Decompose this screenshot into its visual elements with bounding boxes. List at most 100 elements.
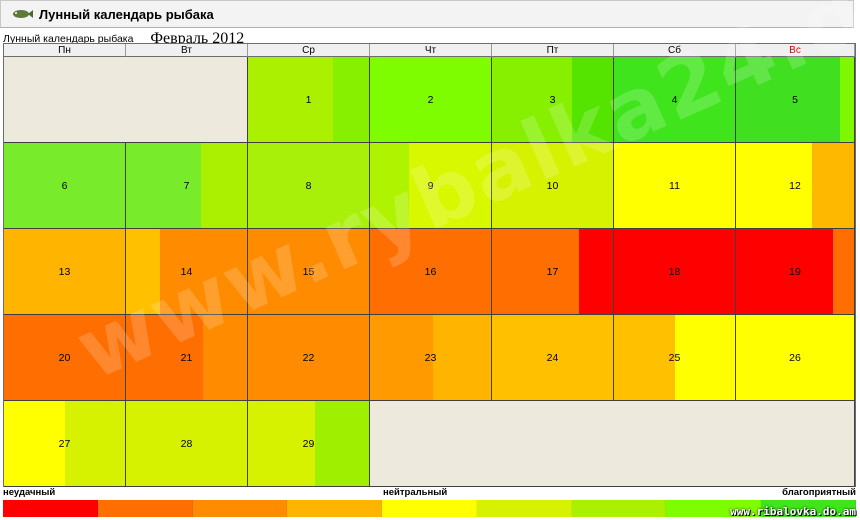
- month-title: Февраль 2012: [150, 30, 245, 47]
- day-color-left: [614, 57, 735, 142]
- day-color-left: [4, 401, 65, 486]
- weekday-header: Сб: [614, 44, 736, 57]
- weekday-header: Пт: [492, 44, 614, 57]
- day-cell[interactable]: 20: [4, 315, 126, 401]
- day-color-left: [736, 143, 812, 228]
- day-color-right: [201, 143, 247, 228]
- day-color-right: [571, 57, 613, 142]
- day-number: 7: [183, 179, 190, 192]
- legend-swatch: [476, 500, 572, 517]
- day-color-left: [4, 315, 125, 400]
- day-cell[interactable]: 12: [736, 143, 855, 229]
- day-number: 29: [302, 437, 315, 450]
- day-number: 18: [668, 265, 681, 278]
- day-number: 3: [549, 93, 556, 106]
- legend-swatch: [287, 500, 383, 517]
- day-cell[interactable]: 15: [248, 229, 370, 315]
- day-number: 22: [302, 351, 315, 364]
- day-number: 4: [671, 93, 678, 106]
- day-color-left: [614, 229, 735, 314]
- day-color-left: [370, 143, 409, 228]
- day-number: 8: [305, 179, 312, 192]
- day-cell[interactable]: 21: [126, 315, 248, 401]
- day-cell[interactable]: 7: [126, 143, 248, 229]
- day-color-left: [126, 229, 160, 314]
- day-cell[interactable]: 27: [4, 401, 126, 487]
- weekday-header: Вс: [736, 44, 855, 57]
- day-color-right: [314, 401, 369, 486]
- weekday-header: Ср: [248, 44, 370, 57]
- day-color-left: [126, 143, 202, 228]
- day-cell[interactable]: 6: [4, 143, 126, 229]
- day-number: 27: [58, 437, 71, 450]
- day-color-left: [4, 229, 125, 314]
- day-cell[interactable]: 25: [614, 315, 736, 401]
- day-number: 28: [180, 437, 193, 450]
- legend-label-bad: неудачный: [3, 487, 56, 498]
- legend-swatch: [97, 500, 193, 517]
- day-number: 25: [668, 351, 681, 364]
- legend-swatch: [571, 500, 667, 517]
- day-number: 16: [424, 265, 437, 278]
- day-color-left: [370, 229, 491, 314]
- day-color-left: [736, 57, 840, 142]
- day-cell[interactable]: 14: [126, 229, 248, 315]
- day-number: 17: [546, 265, 559, 278]
- day-color-left: [370, 57, 491, 142]
- day-number: 5: [792, 93, 798, 106]
- day-number: 26: [789, 351, 801, 364]
- day-cell[interactable]: 1: [248, 57, 370, 143]
- day-color-right: [332, 57, 369, 142]
- day-color-left: [248, 315, 369, 400]
- day-cell[interactable]: 13: [4, 229, 126, 315]
- day-color-left: [248, 229, 369, 314]
- legend-color-bar: [3, 500, 857, 517]
- day-number: 10: [546, 179, 559, 192]
- day-color-left: [4, 143, 125, 228]
- legend-swatch: [666, 500, 762, 517]
- day-cell[interactable]: 11: [614, 143, 736, 229]
- day-color-left: [736, 315, 854, 400]
- day-cell[interactable]: 22: [248, 315, 370, 401]
- day-number: 2: [427, 93, 434, 106]
- day-cell[interactable]: 4: [614, 57, 736, 143]
- day-color-right: [832, 229, 854, 314]
- day-cell[interactable]: 26: [736, 315, 855, 401]
- day-cell[interactable]: 23: [370, 315, 492, 401]
- day-number: 9: [427, 179, 434, 192]
- day-cell[interactable]: 9: [370, 143, 492, 229]
- day-color-left: [126, 315, 204, 400]
- day-color-left: [370, 315, 433, 400]
- day-color-left: [126, 401, 247, 486]
- weekday-header: Пн: [4, 44, 126, 57]
- day-cell[interactable]: 29: [248, 401, 370, 487]
- day-cell[interactable]: 18: [614, 229, 736, 315]
- legend-swatch: [761, 500, 857, 517]
- day-color-right: [811, 143, 854, 228]
- day-cell[interactable]: 24: [492, 315, 614, 401]
- day-color-left: [248, 401, 315, 486]
- day-color-left: [492, 57, 572, 142]
- weekday-header: Вт: [126, 44, 248, 57]
- day-cell[interactable]: 16: [370, 229, 492, 315]
- day-color-right: [674, 315, 735, 400]
- day-number: 1: [305, 93, 312, 106]
- subheader-label: Лунный календарь рыбака: [3, 33, 134, 45]
- day-cell[interactable]: 28: [126, 401, 248, 487]
- day-cell[interactable]: 10: [492, 143, 614, 229]
- legend-label-neutral: нейтральный: [383, 487, 448, 498]
- day-cell[interactable]: 17: [492, 229, 614, 315]
- day-number: 19: [789, 265, 801, 278]
- day-cell[interactable]: 2: [370, 57, 492, 143]
- day-color-left: [492, 315, 613, 400]
- day-color-left: [736, 229, 833, 314]
- day-number: 14: [180, 265, 193, 278]
- legend-labels: неудачный нейтральный благоприятный: [3, 487, 856, 499]
- day-cell[interactable]: 8: [248, 143, 370, 229]
- day-number: 24: [546, 351, 559, 364]
- day-cell[interactable]: 5: [736, 57, 855, 143]
- day-number: 12: [789, 179, 801, 192]
- day-cell[interactable]: 3: [492, 57, 614, 143]
- day-cell[interactable]: 19: [736, 229, 855, 315]
- legend-swatch: [192, 500, 288, 517]
